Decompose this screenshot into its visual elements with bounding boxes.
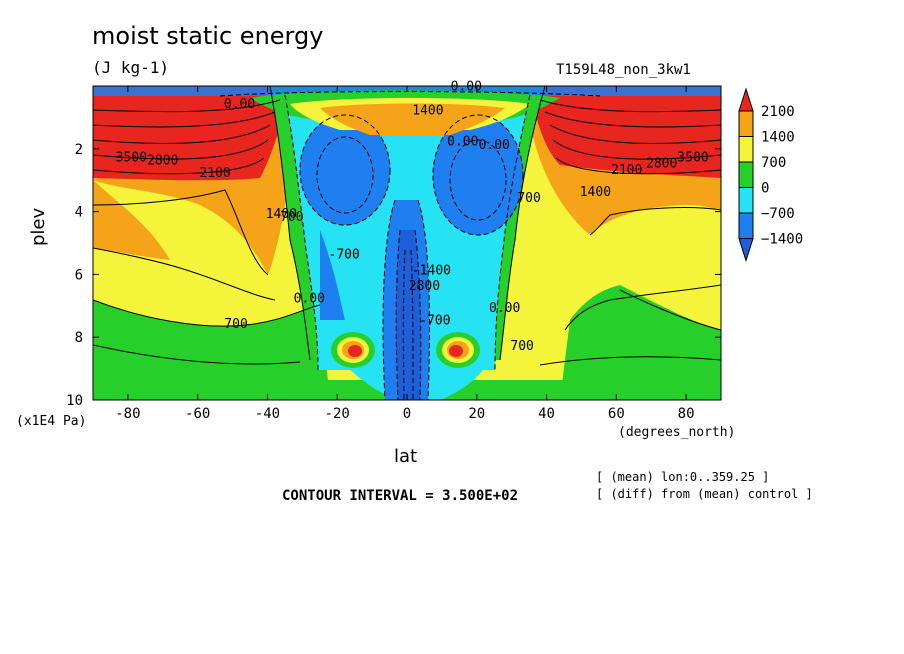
- filled-contours: [93, 86, 721, 400]
- x-tick-label: 60: [608, 406, 625, 422]
- chart-title: moist static energy: [92, 22, 324, 50]
- colorbar: 2100 1400 700 0 −700 −1400: [738, 87, 803, 263]
- colorbar-top-arrow: [738, 87, 754, 112]
- y-tick-label: 6: [75, 267, 83, 283]
- contour-label: 1400: [412, 103, 443, 118]
- diff-note: [ (diff) from (mean) control ]: [596, 487, 813, 501]
- contour-label: 0.00: [294, 292, 325, 307]
- contour-label: 700: [224, 317, 247, 332]
- contour-label: 0.00: [479, 138, 510, 153]
- contour-label: 2100: [611, 163, 642, 178]
- y-tick-label: 4: [75, 205, 83, 221]
- y-tick-label: 8: [75, 330, 83, 346]
- colorbar-swatch: [738, 187, 754, 214]
- x-tick-label: 20: [468, 406, 485, 422]
- contour-label: 0.00: [224, 97, 255, 112]
- contour-label: -700: [329, 248, 360, 263]
- run-id-label: T159L48_non_3kw1: [556, 62, 691, 78]
- contour-interval-label: CONTOUR INTERVAL = 3.500E+02: [282, 488, 519, 504]
- y-axis-label: plev: [28, 207, 49, 246]
- y-tick-label: 10: [66, 393, 83, 409]
- contour-label: 0.00: [447, 135, 478, 150]
- x-tick-label: 80: [678, 406, 695, 422]
- contour-label: 2100: [199, 166, 230, 181]
- colorbar-label: 2100: [761, 104, 795, 120]
- contour-label: 700: [517, 191, 540, 206]
- x-axis-label: lat: [394, 446, 418, 467]
- contour-label: 1400: [580, 185, 611, 200]
- x-tick-label: -80: [115, 406, 140, 422]
- colorbar-label: −1400: [761, 232, 803, 248]
- y-tick-label: 2: [75, 142, 83, 158]
- contour-label: 3500: [677, 150, 708, 165]
- mean-note: [ (mean) lon:0..359.25 ]: [596, 470, 770, 484]
- y-axis-unit: (x1E4 Pa): [16, 414, 87, 429]
- x-axis-unit: (degrees_north): [618, 425, 736, 440]
- colorbar-swatch: [738, 136, 754, 163]
- contour-label: 700: [510, 339, 533, 354]
- contour-label: 1400: [266, 207, 297, 222]
- x-tick-label: -60: [185, 406, 210, 422]
- contour-label: -1400: [412, 263, 451, 278]
- contour-label: 2800: [646, 157, 677, 172]
- units-label: (J kg-1): [92, 58, 170, 77]
- x-tick-label: -20: [325, 406, 350, 422]
- contour-label: 2800: [409, 279, 440, 294]
- x-tick-label: 40: [538, 406, 555, 422]
- contour-label: 0.00: [451, 80, 482, 95]
- colorbar-label: −700: [761, 206, 795, 222]
- contour-label: 700: [280, 210, 303, 225]
- contour-label: 3500: [116, 150, 147, 165]
- colorbar-swatch: [738, 212, 754, 239]
- contour-label: 0.00: [489, 301, 520, 316]
- colorbar-label: 700: [761, 155, 786, 171]
- colorbar-label: 1400: [761, 130, 795, 146]
- x-tick-label: 0: [403, 406, 411, 422]
- colorbar-bottom-arrow: [738, 238, 754, 263]
- x-tick-label: -40: [255, 406, 280, 422]
- contour-label: -700: [419, 314, 450, 329]
- colorbar-swatch: [738, 161, 754, 188]
- contour-label: 2800: [147, 154, 178, 169]
- colorbar-swatch: [738, 110, 754, 137]
- colorbar-label: 0: [761, 181, 769, 197]
- axes: -80 -60 -40 -20 0 20 40 60 80 2 4 6 8 10: [66, 86, 721, 422]
